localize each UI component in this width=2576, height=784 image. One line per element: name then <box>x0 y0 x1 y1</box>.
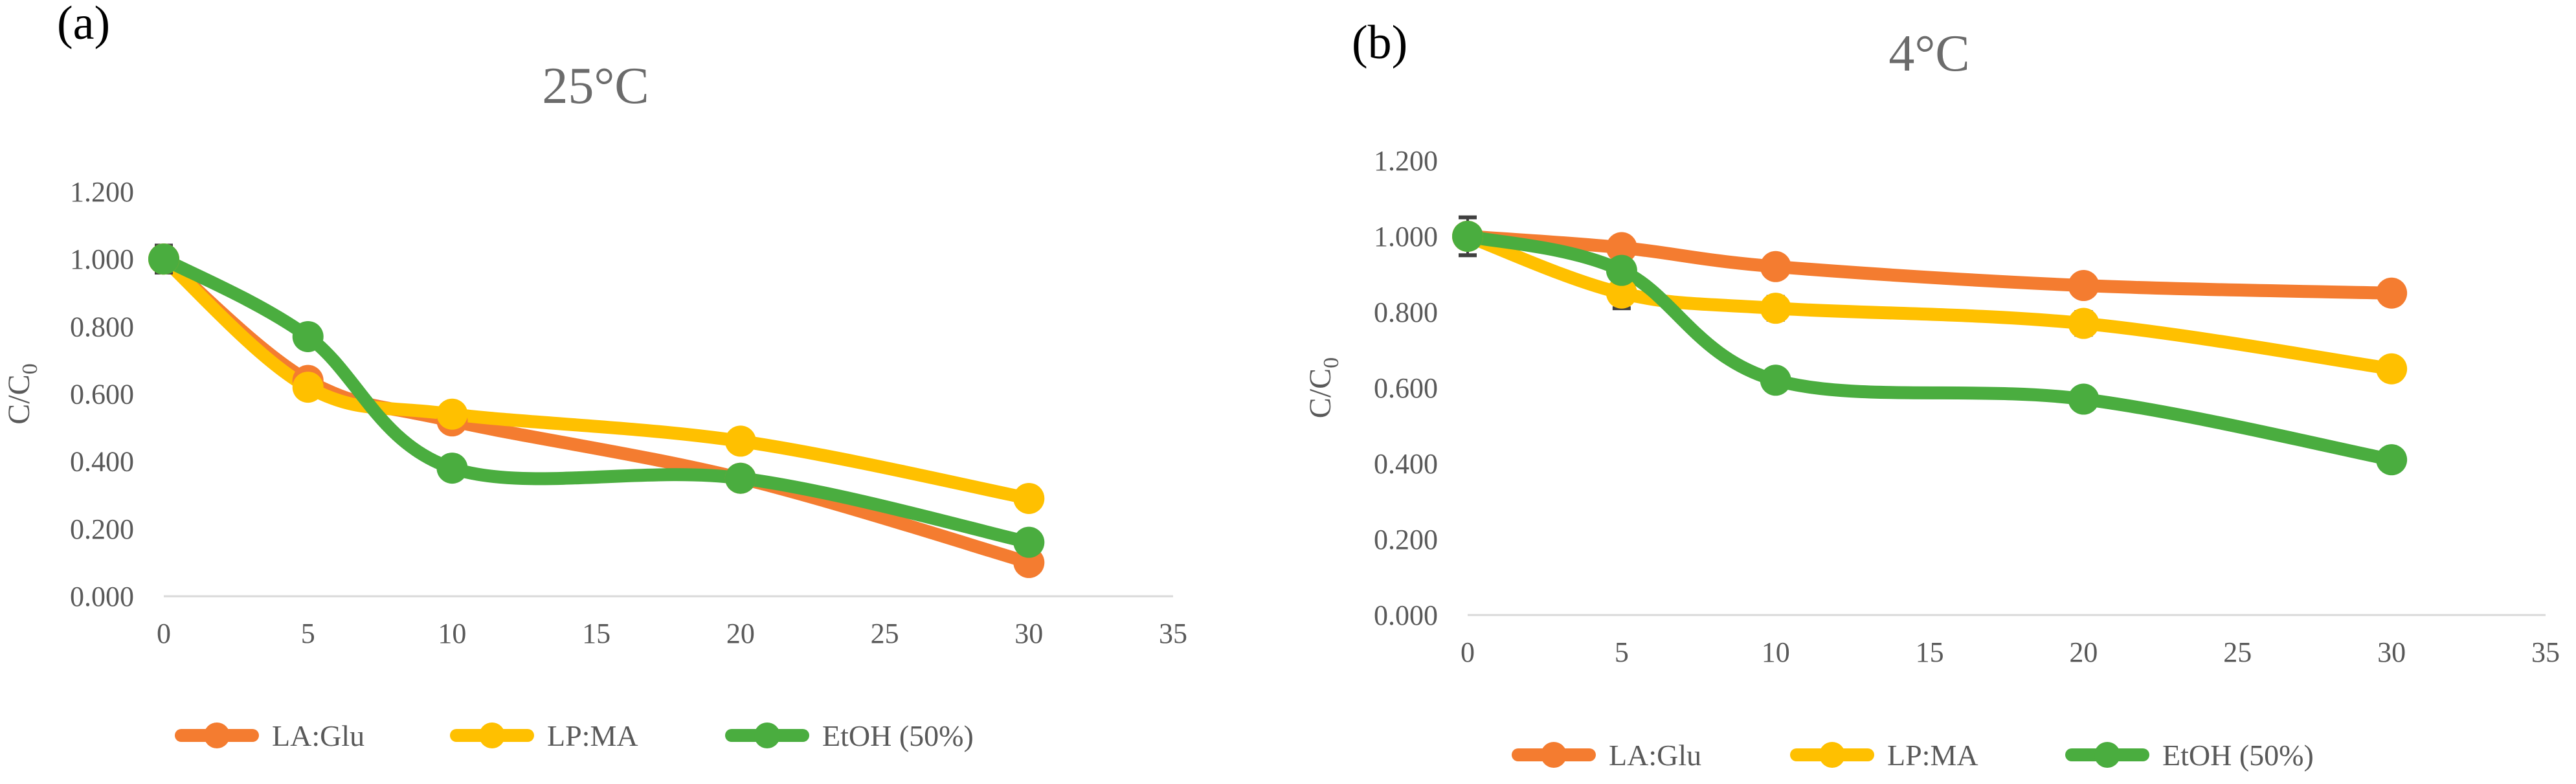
x-tick-label: 20 <box>726 618 755 649</box>
data-point <box>148 243 179 275</box>
data-point <box>2376 444 2408 476</box>
x-tick-label: 30 <box>1014 618 1043 649</box>
y-axis-label-sub: 0 <box>18 363 42 374</box>
y-tick-label: 0.200 <box>1374 524 1438 555</box>
y-tick-label: 0.000 <box>1374 599 1438 631</box>
series-line-lp-ma <box>1461 230 2399 375</box>
x-tick-label: 30 <box>2377 636 2406 668</box>
legend-swatch-marker <box>204 722 230 748</box>
y-axis-label-main: C/C <box>2 374 36 424</box>
x-tick-label: 25 <box>871 618 899 649</box>
series-line-la-glu <box>1461 230 2399 300</box>
legend-label: LP:MA <box>1887 739 1978 772</box>
legend-label: EtOH (50%) <box>822 719 974 752</box>
data-point <box>2068 383 2100 415</box>
legend-swatch-marker <box>1541 742 1567 768</box>
x-tick-label: 0 <box>157 618 171 649</box>
data-point <box>1013 482 1045 514</box>
legend-swatch-marker <box>2094 742 2120 768</box>
x-tick-label: 10 <box>438 618 466 649</box>
y-tick-label: 0.800 <box>1374 297 1438 328</box>
data-point <box>2376 277 2408 309</box>
data-point <box>1760 364 1791 396</box>
legend-label: LA:Glu <box>1609 739 1701 772</box>
data-point <box>724 425 756 457</box>
x-tick-label: 0 <box>1461 636 1475 668</box>
y-tick-label: 0.400 <box>70 446 134 478</box>
y-tick-label: 0.800 <box>70 311 134 342</box>
legend-swatch-marker <box>1819 742 1845 768</box>
y-tick-label: 1.200 <box>70 176 134 208</box>
y-tick-label: 1.200 <box>1374 145 1438 177</box>
data-point <box>1606 277 1637 309</box>
data-point <box>1760 293 1791 324</box>
x-tick-label: 15 <box>582 618 610 649</box>
legend-label: EtOH (50%) <box>2162 739 2314 772</box>
chart-title-a: 25°C <box>542 58 649 115</box>
y-axis-label: C/C0 <box>1303 357 1343 418</box>
data-point <box>1452 221 1483 252</box>
series-line-lp-ma <box>157 252 1036 505</box>
x-tick-label: 35 <box>2531 636 2560 668</box>
data-point <box>2376 353 2408 385</box>
x-tick-label: 5 <box>301 618 315 649</box>
series-line-etoh-50- <box>1461 230 2399 467</box>
chart-a: 0.000 0.200 0.400 0.600 0.800 1.000 1.200 0 5 10 1… <box>2 176 1187 752</box>
y-tick-label: 0.600 <box>70 379 134 410</box>
y-tick-label: 0.000 <box>70 581 134 612</box>
legend-swatch-marker <box>479 722 505 748</box>
y-tick-label: 1.000 <box>1374 221 1438 252</box>
data-point <box>1606 232 1637 263</box>
data-point <box>2068 270 2100 302</box>
x-tick-label: 5 <box>1615 636 1629 668</box>
y-axis-label: C/C0 <box>2 363 42 424</box>
legend-label: LP:MA <box>547 719 638 752</box>
legend-swatch-marker <box>754 722 780 748</box>
legend-label: LA:Glu <box>272 719 364 752</box>
y-axis-label-sub: 0 <box>1319 357 1343 368</box>
data-point <box>724 462 756 494</box>
x-tick-label: 15 <box>1916 636 1944 668</box>
x-tick-label: 20 <box>2069 636 2098 668</box>
data-point <box>1760 251 1791 282</box>
series-line-etoh-50- <box>157 252 1036 549</box>
data-point <box>292 372 324 403</box>
y-tick-label: 0.200 <box>70 513 134 545</box>
data-point <box>292 320 324 352</box>
y-tick-label: 0.400 <box>1374 448 1438 480</box>
x-tick-label: 10 <box>1762 636 1790 668</box>
panel-label-b: (b) <box>1352 16 1408 69</box>
x-tick-label: 25 <box>2223 636 2252 668</box>
data-point <box>2068 308 2100 339</box>
data-point <box>436 453 468 484</box>
panel-label-a: (a) <box>57 0 111 50</box>
y-axis-label-main: C/C <box>1303 368 1338 418</box>
data-point <box>436 398 468 430</box>
y-tick-label: 1.000 <box>70 243 134 275</box>
x-tick-label: 35 <box>1159 618 1187 649</box>
y-tick-label: 0.600 <box>1374 372 1438 404</box>
chart-title-b: 4°C <box>1888 25 1970 82</box>
data-point <box>1606 254 1637 286</box>
data-point <box>1013 526 1045 558</box>
